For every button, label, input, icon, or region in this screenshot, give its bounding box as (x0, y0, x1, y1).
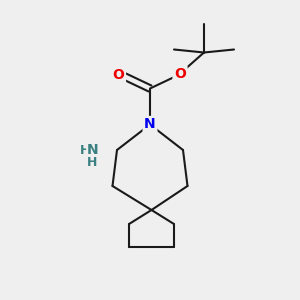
Text: O: O (174, 67, 186, 80)
Text: N: N (87, 143, 99, 157)
Text: H: H (87, 156, 97, 170)
Text: H: H (80, 143, 91, 157)
Text: N: N (144, 118, 156, 131)
Text: O: O (112, 68, 124, 82)
